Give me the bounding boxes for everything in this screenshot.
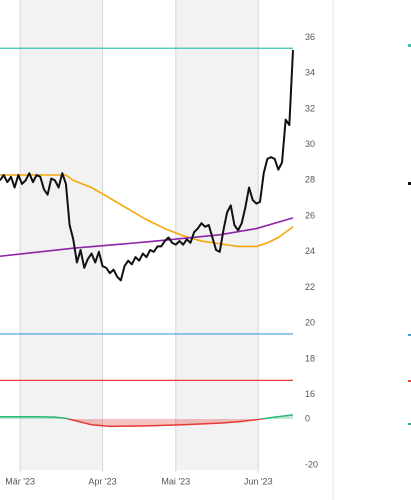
y-tick-label: 36 xyxy=(305,32,315,42)
x-tick-label: Mai '23 xyxy=(161,476,190,486)
x-tick-label: Apr '23 xyxy=(88,476,116,486)
x-tick-label: Jun '23 xyxy=(244,476,273,486)
oscillator-line xyxy=(65,419,267,428)
y-tick-label: 16 xyxy=(305,389,315,399)
x-tick-label: Mär '23 xyxy=(5,476,35,486)
legend-swatch xyxy=(408,334,411,336)
y-tick-label: 22 xyxy=(305,282,315,292)
price-line xyxy=(0,49,294,282)
y-tick-label: -20 xyxy=(305,459,318,469)
y-tick-label: 26 xyxy=(305,210,315,220)
oscillator-area xyxy=(0,414,293,419)
y-tick-label: 18 xyxy=(305,353,315,363)
legend-swatch xyxy=(408,44,411,47)
y-tick-label: 34 xyxy=(305,68,315,78)
price-line xyxy=(0,217,294,258)
oscillator-area xyxy=(0,419,293,427)
month-band xyxy=(20,0,103,470)
y-tick-label: 20 xyxy=(305,318,315,328)
oscillator-line xyxy=(0,414,293,419)
legend-swatch xyxy=(408,182,411,185)
price-line xyxy=(0,174,294,248)
legend-swatch xyxy=(408,380,411,382)
legend-swatch xyxy=(408,423,411,425)
y-tick-label: 24 xyxy=(305,246,315,256)
y-tick-label: 28 xyxy=(305,175,315,185)
y-tick-label: 0 xyxy=(305,413,310,423)
y-tick-label: 32 xyxy=(305,103,315,113)
y-tick-label: 30 xyxy=(305,139,315,149)
